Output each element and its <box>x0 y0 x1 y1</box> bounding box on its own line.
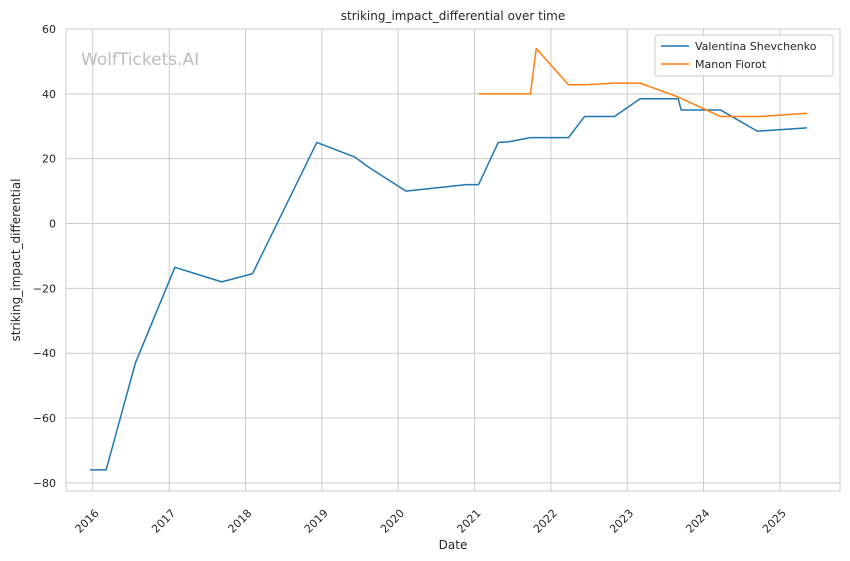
y-axis-label: striking_impact_differential <box>9 178 23 341</box>
x-tick-label: 2022 <box>531 507 560 536</box>
legend-box <box>654 34 834 77</box>
y-tick-label: 0 <box>49 218 56 231</box>
y-tick-label: 40 <box>42 88 56 101</box>
y-tick-label: 20 <box>42 153 56 166</box>
series-line-1 <box>90 97 808 471</box>
grid <box>66 28 840 491</box>
x-tick-label: 2024 <box>683 507 712 536</box>
x-tick-label: 2020 <box>378 507 407 536</box>
x-tick-label: 2018 <box>226 507 255 536</box>
legend-entry-label: Manon Fiorot <box>695 58 767 71</box>
x-tick-label: 2025 <box>760 507 789 536</box>
y-tick-label: −60 <box>33 412 56 425</box>
y-tick-label: −40 <box>33 347 56 360</box>
chart-title: striking_impact_differential over time <box>341 9 566 23</box>
x-axis-label: Date <box>439 538 468 552</box>
legend: Valentina Shevchenko Manon Fiorot <box>654 34 834 77</box>
series-lines <box>90 47 808 471</box>
x-tick-label: 2019 <box>302 507 331 536</box>
x-tick-label: 2023 <box>607 507 636 536</box>
x-tick-label: 2016 <box>73 507 102 536</box>
x-tick-label: 2021 <box>455 507 484 536</box>
series-line-2 <box>478 47 808 118</box>
watermark: WolfTickets.AI <box>81 50 199 70</box>
x-tick-label: 2017 <box>149 507 178 536</box>
y-tick-label: 60 <box>42 23 56 36</box>
plot-frame <box>65 28 841 492</box>
tick-labels: 60 40 20 0 −20 −40 −60 −80 2016 2017 2018 2019 2020 2… <box>33 23 789 536</box>
legend-entry-label: Valentina Shevchenko <box>695 40 817 53</box>
y-tick-label: −20 <box>33 282 56 295</box>
y-tick-label: −80 <box>33 477 56 490</box>
